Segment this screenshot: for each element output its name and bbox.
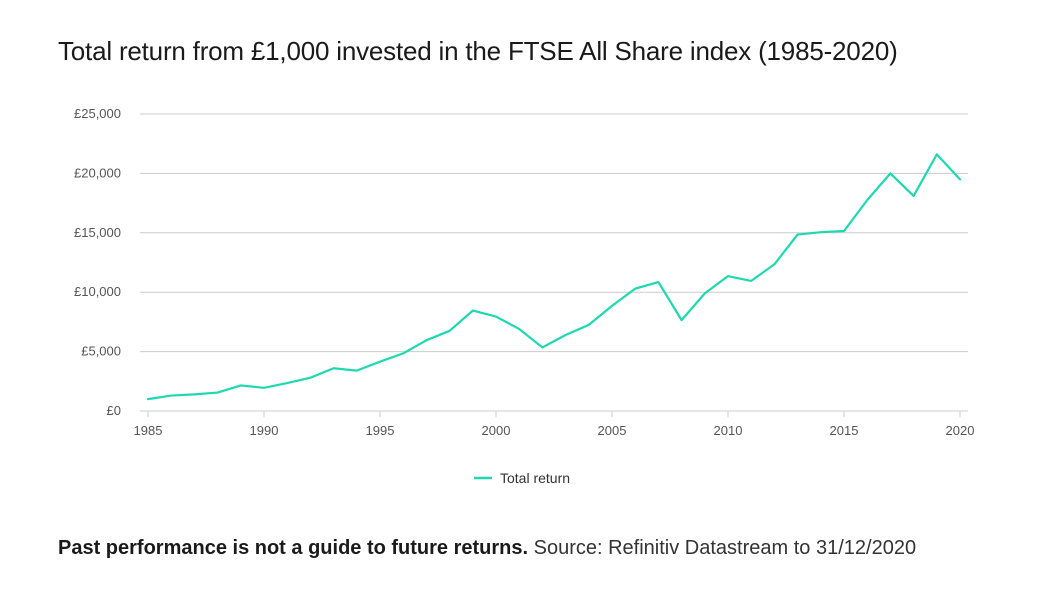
axes bbox=[140, 410, 968, 417]
x-tick-label: 1995 bbox=[366, 423, 395, 438]
legend-label: Total return bbox=[500, 470, 570, 486]
x-tick-label: 2010 bbox=[714, 423, 743, 438]
x-tick-label: 2005 bbox=[598, 423, 627, 438]
y-tick-label: £20,000 bbox=[74, 165, 121, 180]
series-lines bbox=[146, 153, 962, 401]
legend: Total return bbox=[474, 470, 570, 486]
gridlines bbox=[140, 113, 968, 353]
chart-title: Total return from £1,000 invested in the… bbox=[58, 36, 898, 66]
x-tick-label: 2000 bbox=[482, 423, 511, 438]
y-tick-label: £0 bbox=[107, 403, 121, 418]
series-line-total-return bbox=[146, 153, 962, 401]
data-source-note: Source: Refinitiv Datastream to 31/12/20… bbox=[528, 537, 917, 559]
y-tick-label: £25,000 bbox=[74, 106, 121, 121]
x-tick-label: 2015 bbox=[830, 423, 859, 438]
x-axis-tick-labels: 1985 1990 1995 2000 2005 2010 2015 2020 bbox=[134, 423, 975, 438]
y-tick-label: £10,000 bbox=[74, 284, 121, 299]
y-tick-label: £5,000 bbox=[81, 344, 121, 359]
past-performance-disclaimer: Past performance is not a guide to futur… bbox=[58, 537, 529, 559]
footnote: Past performance is not a guide to futur… bbox=[58, 533, 918, 564]
y-tick-label: £15,000 bbox=[74, 225, 121, 240]
x-tick-label: 1985 bbox=[134, 423, 163, 438]
line-chart: £0 £5,000 £10,000 £15,000 £20,000 £25,000 198… bbox=[74, 106, 975, 486]
x-tick-label: 1990 bbox=[250, 423, 279, 438]
x-tick-label: 2020 bbox=[946, 423, 975, 438]
y-axis-tick-labels: £0 £5,000 £10,000 £15,000 £20,000 £25,000 bbox=[74, 106, 121, 418]
